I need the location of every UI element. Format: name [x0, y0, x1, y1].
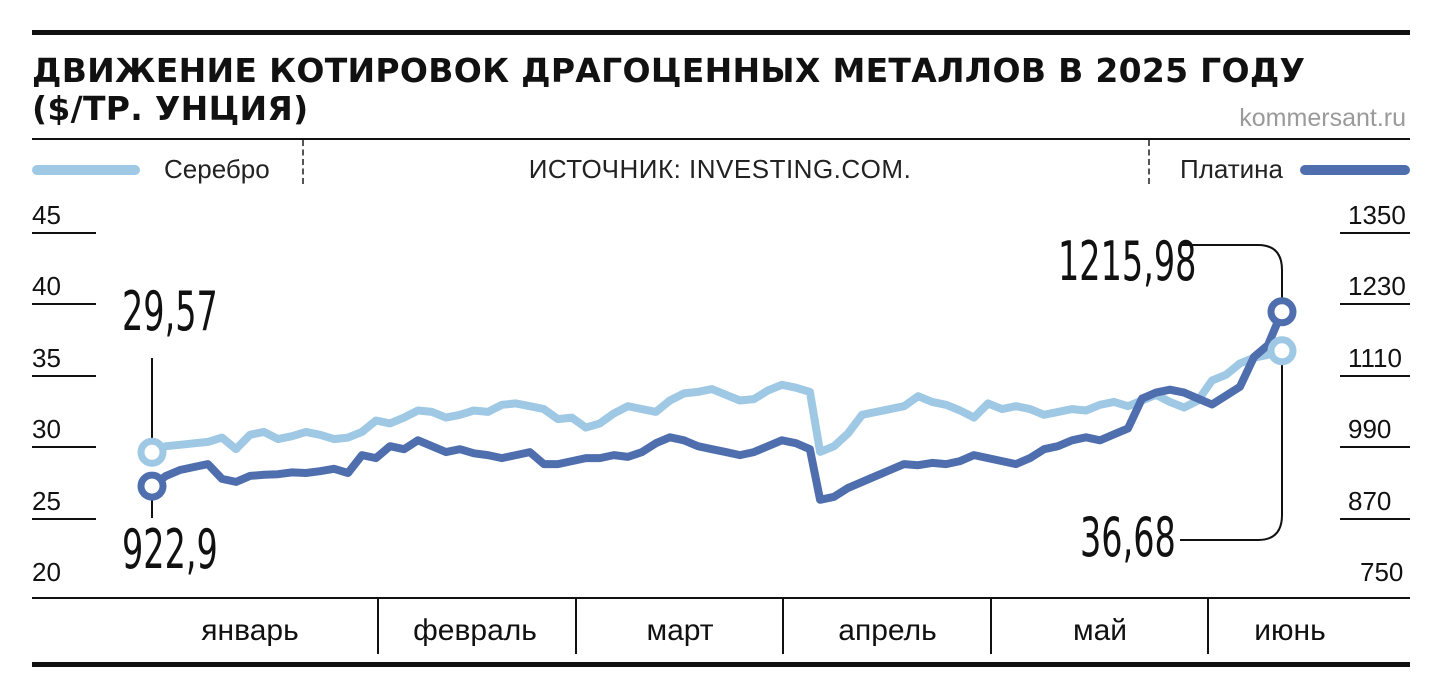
top-rule [32, 30, 1410, 35]
right-tick-label: 1350 [1348, 200, 1406, 230]
silver-end-marker [1267, 336, 1297, 366]
month-label-february: февраль [413, 614, 537, 647]
left-tick-line [32, 303, 96, 305]
right-tick-line [1340, 232, 1410, 234]
right-tick-line [1340, 303, 1410, 305]
right-tick-label: 1230 [1348, 271, 1406, 301]
legend-platinum-swatch [1300, 165, 1410, 175]
platinum-end-value: 1215,98 [1058, 230, 1197, 293]
legend-separator-left [302, 140, 304, 184]
right-tick-label: 750 [1360, 557, 1404, 587]
month-separator [782, 598, 784, 654]
platinum-start-value: 922,9 [122, 518, 218, 581]
left-tick-label: 20 [32, 557, 61, 587]
left-tick-label: 25 [32, 486, 61, 516]
platinum-end-leader [1180, 244, 1283, 300]
left-tick-line [32, 375, 96, 377]
platinum-end-marker [1267, 297, 1297, 327]
series-platinum [148, 307, 1286, 504]
right-tick-line [1340, 518, 1410, 520]
left-tick-label: 40 [32, 271, 61, 301]
left-tick-label: 35 [32, 343, 61, 373]
site-credit: kommersant.ru [1239, 104, 1406, 132]
left-tick-label: 30 [32, 414, 61, 444]
silver-start-value: 29,57 [122, 280, 218, 343]
month-separator [575, 598, 577, 654]
silver-line [148, 346, 1286, 457]
month-label-march: март [646, 614, 714, 647]
month-label-june: июнь [1254, 614, 1326, 647]
right-tick-line [1340, 446, 1410, 448]
chart-title: ДВИЖЕНИЕ КОТИРОВОК ДРАГОЦЕННЫХ МЕТАЛЛОВ … [32, 51, 1306, 128]
left-tick-line [32, 518, 96, 520]
end-markers [137, 297, 1297, 501]
silver-end-value: 36,68 [1080, 506, 1176, 569]
left-tick-label: 45 [32, 200, 61, 230]
platinum-start-marker [137, 471, 167, 501]
right-tick-line [1340, 375, 1410, 377]
silver-end-leader [1180, 364, 1283, 541]
silver-start-marker [137, 437, 167, 467]
left-tick-line [32, 446, 96, 448]
bottom-rule [32, 662, 1410, 667]
month-separator [377, 598, 379, 654]
month-separator [1207, 598, 1209, 654]
legend-platinum-label: Платина [1180, 154, 1283, 184]
right-tick-label: 990 [1348, 414, 1392, 444]
source-note: ИСТОЧНИК: INVESTING.COM. [528, 154, 912, 184]
legend-separator-right [1148, 140, 1150, 184]
platinum-line [148, 307, 1286, 504]
right-tick-label: 870 [1348, 486, 1392, 516]
legend-silver-label: Серебро [164, 154, 270, 184]
month-separator [990, 598, 992, 654]
month-label-january: январь [201, 614, 299, 647]
right-tick-label: 1110 [1348, 343, 1402, 373]
callout-leaders [151, 244, 1283, 541]
x-axis-rule [32, 597, 1410, 599]
month-label-may: май [1072, 614, 1128, 647]
header-rule [32, 138, 1410, 140]
legend-silver-swatch [32, 165, 140, 175]
left-tick-line [32, 232, 96, 234]
month-label-april: апрель [838, 614, 937, 647]
